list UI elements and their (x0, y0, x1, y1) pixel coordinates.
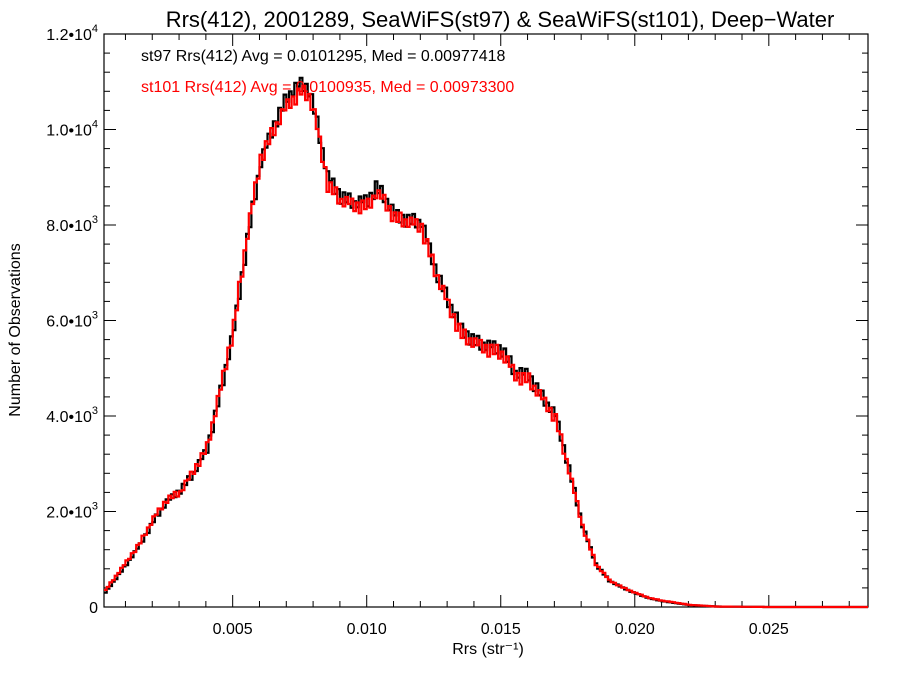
x-tick-label: 0.025 (749, 621, 789, 638)
y-axis-label: Number of Observations (7, 243, 24, 416)
series-layer (104, 76, 868, 609)
y-tick-label: 2.0•103 (46, 501, 98, 522)
legend-annotation-st97: st97 Rrs(412) Avg = 0.0101295, Med = 0.0… (141, 48, 506, 65)
chart-title: Rrs(412), 2001289, SeaWiFS(st97) & SeaWi… (166, 7, 835, 32)
series-line-st97 (104, 76, 868, 609)
y-axis-ticks: 0 2.0•103 4.0•103 6.0•103 8.0•103 1.0•104 1.2•… (46, 23, 868, 617)
series-line-st101 (104, 84, 868, 609)
x-axis-ticks: 0.005 0.010 0.015 0.020 0.025 (124, 34, 850, 638)
x-tick-label: 0.005 (213, 621, 253, 638)
x-axis-label: Rrs (str⁻¹) (452, 641, 524, 658)
y-tick-label: 4.0•103 (46, 405, 98, 426)
x-tick-label: 0.010 (347, 621, 387, 638)
y-tick-label: 0 (89, 600, 98, 617)
x-tick-label: 0.015 (481, 621, 521, 638)
y-tick-label: 1.0•104 (46, 119, 98, 140)
x-tick-label: 0.020 (615, 621, 655, 638)
y-tick-label: 6.0•103 (46, 310, 98, 331)
plot-border (103, 33, 869, 608)
y-tick-label: 8.0•103 (46, 214, 98, 235)
legend-annotation-st101: st101 Rrs(412) Avg = 0.0100935, Med = 0.… (141, 79, 514, 96)
y-tick-label: 1.2•104 (46, 23, 98, 44)
plot-frame (103, 33, 869, 608)
